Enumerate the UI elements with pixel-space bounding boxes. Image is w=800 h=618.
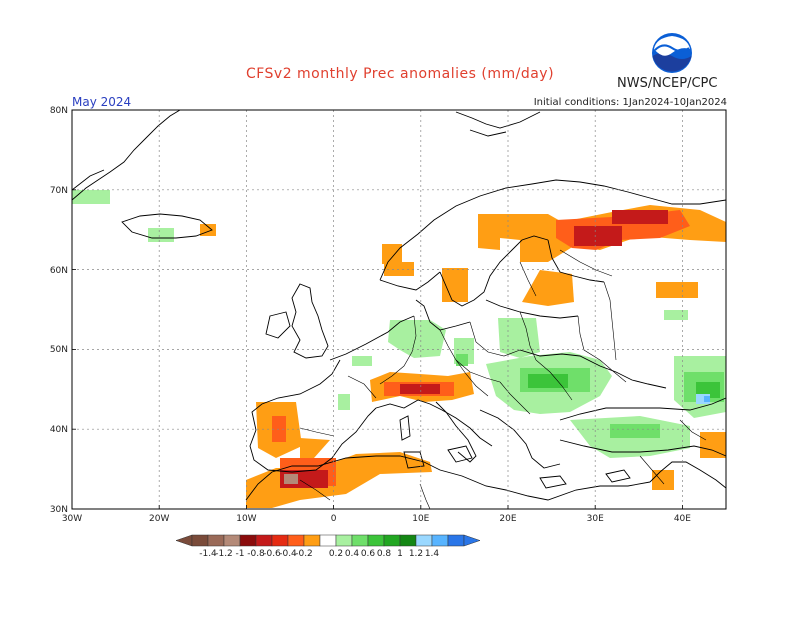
lon-tick-label: 20E	[499, 514, 516, 524]
colorbar	[175, 534, 481, 547]
agency-label: NWS/NCEP/CPC	[617, 76, 718, 91]
colorbar-label: 0.8	[377, 549, 392, 559]
lon-tick-label: 10E	[412, 514, 429, 524]
lon-axis: 30W 20W 10W 0 10E 20E 30E 40E	[62, 514, 691, 524]
colorbar-swatch	[399, 534, 417, 547]
lon-tick-label: 0	[331, 514, 337, 524]
dry-anomaly-brown	[284, 474, 298, 484]
colorbar-swatch	[431, 534, 449, 547]
lon-tick-label: 30W	[62, 514, 82, 524]
lat-axis: 30N 40N 50N 60N 70N 80N	[50, 106, 68, 515]
colorbar-arrow-left	[175, 534, 193, 547]
colorbar-label: 1	[397, 549, 403, 559]
colorbar-swatch	[415, 534, 433, 547]
country-borders	[299, 249, 707, 510]
colorbar-swatch	[335, 534, 353, 547]
colorbar-labels: -1.4-1.2 -1 -0.8-0.6-0.4-0.2 0.2 0.4 0.6 0.8 1 1…	[199, 549, 439, 559]
colorbar-label: -1.2	[215, 549, 233, 559]
gridlines	[72, 110, 726, 509]
colorbar-arrow-right	[463, 534, 481, 547]
lon-tick-label: 30E	[587, 514, 604, 524]
colorbar-swatch	[255, 534, 273, 547]
colorbar-swatch	[367, 534, 385, 547]
coastlines	[71, 109, 727, 501]
colorbar-label: 0.6	[361, 549, 376, 559]
colorbar-label: -0.6	[263, 549, 281, 559]
colorbar-swatch	[207, 534, 225, 547]
colorbar-swatch	[287, 534, 305, 547]
colorbar-swatch	[271, 534, 289, 547]
initial-conditions: Initial conditions: 1Jan2024-10Jan2024	[533, 97, 727, 108]
dry-anomaly-darkred	[280, 210, 668, 488]
colorbar-label: -0.8	[247, 549, 265, 559]
forecast-period: May 2024	[72, 95, 132, 109]
lat-tick-label: 50N	[50, 345, 68, 355]
colorbar-label: 1.4	[425, 549, 440, 559]
lat-tick-label: 60N	[50, 266, 68, 276]
lon-tick-label: 40E	[674, 514, 691, 524]
colorbar-label: -0.2	[295, 549, 313, 559]
wet-anomaly-medium-green	[528, 374, 720, 398]
colorbar-swatch	[239, 534, 257, 547]
lon-tick-label: 10W	[236, 514, 256, 524]
lat-tick-label: 40N	[50, 425, 68, 435]
colorbar-label: -1.4	[199, 549, 217, 559]
colorbar-label: -0.4	[279, 549, 297, 559]
map-title: CFSv2 monthly Prec anomalies (mm/day)	[245, 66, 555, 82]
map-frame	[71, 109, 727, 510]
colorbar-swatch	[447, 534, 465, 547]
colorbar-label: -1	[236, 549, 245, 559]
colorbar-swatch	[191, 534, 209, 547]
colorbar-swatch	[303, 534, 321, 547]
colorbar-label: 0.4	[345, 549, 360, 559]
lat-tick-label: 30N	[50, 505, 68, 515]
colorbar-label: 1.2	[409, 549, 423, 559]
lat-tick-label: 80N	[50, 106, 68, 116]
lat-tick-label: 70N	[50, 186, 68, 196]
wet-anomaly-blue	[696, 394, 710, 404]
colorbar-swatch	[319, 534, 337, 547]
noaa-logo	[652, 33, 692, 73]
lon-tick-label: 20W	[149, 514, 169, 524]
colorbar-label: 0.2	[329, 549, 343, 559]
colorbar-swatch	[223, 534, 241, 547]
colorbar-swatch	[383, 534, 401, 547]
colorbar-swatch	[351, 534, 369, 547]
